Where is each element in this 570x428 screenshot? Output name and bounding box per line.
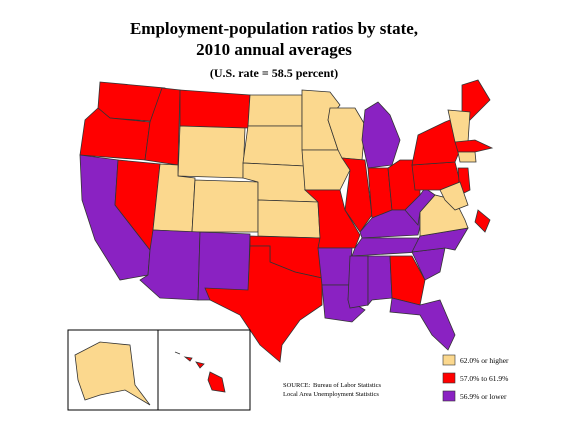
state bbox=[207, 371, 226, 393]
state bbox=[179, 89, 251, 129]
state bbox=[457, 151, 477, 163]
state bbox=[389, 297, 456, 351]
state bbox=[204, 245, 323, 363]
state bbox=[439, 181, 469, 211]
source-line: Bureau of Labor Statistics bbox=[313, 382, 382, 389]
state bbox=[174, 351, 181, 355]
source-label: SOURCE: bbox=[283, 382, 311, 389]
state bbox=[474, 209, 491, 233]
state bbox=[301, 149, 351, 191]
state bbox=[144, 87, 181, 166]
states bbox=[74, 79, 494, 406]
title-line: Employment-population ratios by state, bbox=[130, 19, 418, 38]
state bbox=[74, 341, 151, 406]
legend-swatch bbox=[442, 390, 456, 402]
state bbox=[367, 255, 393, 307]
source-line: Local Area Unemployment Statistics bbox=[283, 391, 379, 398]
state bbox=[454, 139, 494, 153]
state bbox=[351, 237, 421, 257]
state bbox=[247, 94, 303, 127]
legend-label: 56.9% or lower bbox=[460, 392, 507, 401]
state bbox=[195, 361, 205, 369]
legend-label: 62.0% or higher bbox=[460, 356, 509, 365]
title-line: 2010 annual averages bbox=[196, 40, 352, 59]
state bbox=[389, 255, 426, 306]
legend-swatch bbox=[442, 372, 456, 384]
legend: 62.0% or higher 57.0% to 61.9% 56.9% or lo… bbox=[442, 354, 509, 402]
state bbox=[361, 101, 401, 169]
hawaii-inset bbox=[157, 329, 251, 411]
state bbox=[177, 125, 246, 179]
state bbox=[257, 199, 321, 239]
subtitle: (U.S. rate = 58.5 percent) bbox=[210, 66, 338, 80]
state bbox=[317, 247, 353, 286]
legend-label: 57.0% to 61.9% bbox=[460, 374, 508, 383]
state bbox=[461, 79, 491, 121]
state bbox=[242, 125, 306, 167]
state bbox=[183, 356, 193, 362]
legend-swatch bbox=[442, 354, 456, 366]
state bbox=[404, 187, 436, 226]
state bbox=[347, 255, 369, 309]
state bbox=[97, 81, 166, 123]
state bbox=[191, 179, 259, 233]
